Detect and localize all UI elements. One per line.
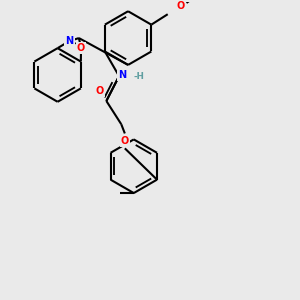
Text: N: N <box>118 70 126 80</box>
Text: O: O <box>96 86 104 96</box>
Text: O: O <box>121 136 129 146</box>
Text: -H: -H <box>133 72 144 81</box>
Text: N: N <box>65 36 74 46</box>
Text: O: O <box>177 1 185 11</box>
Text: O: O <box>77 43 85 53</box>
